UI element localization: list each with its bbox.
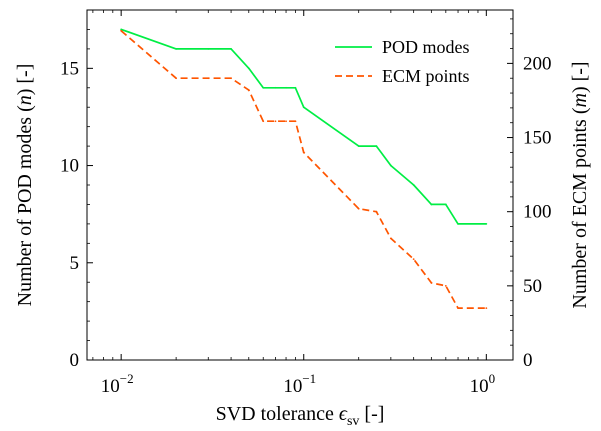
series-1-point: [247, 67, 250, 70]
series-2-point: [457, 307, 459, 309]
series-1-point: [207, 47, 210, 50]
series-2-point: [262, 120, 265, 123]
series-1-point: [485, 222, 488, 225]
series-1-point: [375, 145, 378, 148]
y-right-tick-label: 200: [523, 53, 552, 74]
legend-box: [325, 28, 495, 96]
y-right-tick-label: 100: [523, 202, 552, 223]
series-line-2: [120, 30, 487, 309]
series-1-point: [230, 47, 232, 50]
series-1-point: [302, 106, 305, 109]
series-1-point: [120, 28, 123, 31]
series-2-point: [230, 77, 232, 80]
y-right-tick-label: 150: [523, 128, 552, 149]
series-2-point: [485, 307, 488, 309]
legend-label-2: ECM points: [382, 66, 470, 86]
y-right-tick-label: 0: [523, 350, 533, 371]
series-1-point: [274, 86, 277, 89]
axis-labels: SVD tolerance ϵsv [-] Number of POD modes…: [14, 61, 591, 429]
series-2-point: [375, 210, 378, 213]
series-2-point: [120, 29, 123, 32]
series-2-point: [389, 237, 392, 240]
series-2-point: [247, 89, 250, 91]
series-1-point: [175, 47, 178, 50]
series-2-point: [444, 284, 447, 287]
series-1-point: [357, 145, 360, 148]
series-2-point: [175, 77, 178, 80]
series-2-point: [302, 151, 305, 154]
legend: POD modes ECM points: [325, 28, 495, 96]
series-2-point: [207, 77, 210, 80]
series-2-point: [294, 120, 297, 123]
series-1-point: [457, 222, 459, 225]
series-1-point: [262, 86, 265, 89]
series-2-point: [285, 120, 287, 123]
series-1-point: [294, 86, 297, 89]
series-1-point: [285, 86, 287, 89]
x-axis-label: SVD tolerance ϵsv [-]: [216, 403, 385, 429]
y-right-axis-label: Number of ECM points (m) [-]: [569, 61, 591, 308]
y-left-tick-label: 0: [70, 350, 80, 371]
y-left-tick-label: 15: [60, 58, 79, 79]
y-left-axis-label: Number of POD modes (n) [-]: [14, 64, 36, 307]
series-line-1: [120, 28, 487, 225]
y-left-tick-label: 5: [70, 253, 80, 274]
legend-label-1: POD modes: [382, 37, 470, 57]
x-tick-label: 100: [470, 371, 496, 397]
series-2-point: [412, 258, 415, 261]
series-2-point: [430, 281, 433, 284]
y-right-tick-label: 50: [523, 276, 542, 297]
x-tick-label: 10−2: [101, 371, 134, 397]
series-1-point: [412, 184, 415, 186]
series-1-point: [389, 164, 392, 167]
series-layer: [120, 28, 488, 309]
series-2-point: [357, 207, 360, 210]
series-2-point: [274, 120, 277, 123]
series-1-point: [444, 203, 447, 206]
ticks: [87, 10, 513, 361]
y-left-tick-label: 10: [60, 156, 79, 177]
x-tick-label: 10−1: [283, 371, 316, 397]
series-1-point: [430, 203, 433, 206]
